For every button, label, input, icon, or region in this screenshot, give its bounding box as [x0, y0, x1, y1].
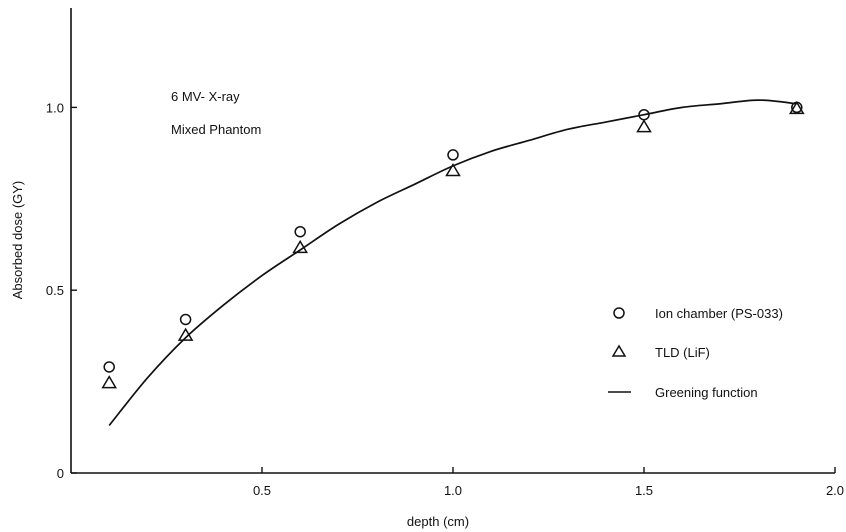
ion-chamber-point	[447, 149, 459, 161]
tld-point	[177, 327, 194, 341]
x-tick-label: 2.0	[826, 483, 844, 498]
ion-chamber-point	[294, 225, 306, 238]
legend-circle-marker	[613, 307, 625, 319]
legend-label-tld: TLD (LiF)	[655, 345, 710, 360]
ion-chamber-point	[103, 361, 115, 373]
tld-point	[292, 239, 309, 254]
y-tick-label: 0	[57, 466, 64, 481]
ion-chamber-point	[179, 313, 192, 326]
tld-point	[788, 100, 805, 115]
x-axis-title: depth (cm)	[407, 514, 469, 529]
x-tick-label: 1.5	[635, 483, 653, 498]
tld-point	[101, 375, 118, 389]
legend-label-ion-chamber: Ion chamber (PS-033)	[655, 306, 783, 321]
markers-layer	[101, 100, 805, 389]
axes	[70, 8, 835, 474]
greening-function-line	[108, 99, 797, 427]
annotation-phantom: Mixed Phantom	[171, 122, 261, 137]
y-tick-label: 1.0	[46, 100, 64, 115]
x-tick-label: 0.5	[253, 483, 271, 498]
legend-label-greening: Greening function	[655, 385, 758, 400]
legend-triangle-marker	[611, 344, 627, 357]
x-tick-label: 1.0	[444, 483, 462, 498]
ticks: 0.5 1.0 1.5 2.0 0 0.5 1.0	[46, 100, 844, 498]
y-axis-title: Absorbed dose (GY)	[10, 181, 25, 300]
tld-point	[445, 163, 461, 177]
y-tick-label: 0.5	[46, 283, 64, 298]
tld-point	[636, 119, 652, 133]
legend: Ion chamber (PS-033) TLD (LiF) Greening …	[608, 306, 783, 400]
annotation-beam: 6 MV- X-ray	[171, 89, 240, 104]
greening-function-layer	[108, 99, 797, 427]
